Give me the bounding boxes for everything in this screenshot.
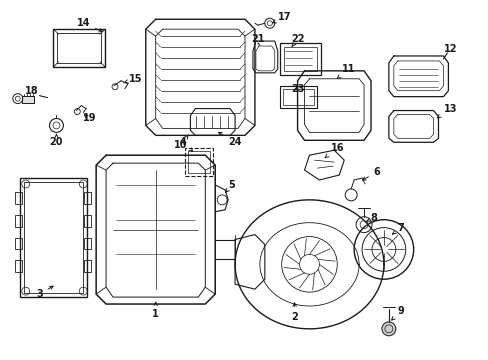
Text: 2: 2 [291, 303, 297, 322]
Bar [20, 178, 87, 297]
Text: 16: 16 [325, 143, 344, 158]
Bar [53, 29, 105, 67]
Text: 20: 20 [50, 134, 63, 147]
Bar [279, 43, 321, 75]
Text: 21: 21 [251, 34, 264, 44]
Text: 22: 22 [290, 34, 304, 47]
Text: 6: 6 [362, 167, 380, 180]
Text: 12: 12 [443, 44, 456, 54]
Bar [279, 86, 317, 108]
Text: 3: 3 [36, 286, 53, 299]
Bar [15, 238, 21, 249]
Bar [185, 148, 213, 176]
Bar [15, 192, 21, 204]
Bar [24, 182, 83, 293]
Text: 8: 8 [366, 213, 377, 223]
Bar [84, 260, 91, 272]
Circle shape [381, 322, 395, 336]
Bar [84, 238, 91, 249]
Text: 4: 4 [180, 137, 192, 152]
Text: 10: 10 [173, 135, 188, 150]
Bar [188, 151, 210, 173]
Text: 17: 17 [272, 12, 291, 23]
Bar [282, 89, 314, 105]
Text: 7: 7 [391, 222, 404, 234]
Text: 19: 19 [82, 113, 96, 123]
Text: 14: 14 [76, 18, 102, 32]
Bar [21, 96, 34, 103]
Bar [84, 192, 91, 204]
Text: 11: 11 [337, 64, 355, 78]
Bar [15, 260, 21, 272]
Text: 9: 9 [391, 306, 404, 320]
Text: 13: 13 [436, 104, 456, 118]
Bar [84, 215, 91, 227]
Bar [283, 47, 317, 71]
Text: 23: 23 [290, 84, 304, 94]
Bar [57, 33, 101, 63]
Text: 5: 5 [225, 180, 235, 192]
Text: 15: 15 [123, 74, 142, 84]
Text: 24: 24 [218, 132, 242, 147]
Text: 1: 1 [152, 302, 159, 319]
Text: 18: 18 [25, 86, 39, 96]
Bar [15, 215, 21, 227]
